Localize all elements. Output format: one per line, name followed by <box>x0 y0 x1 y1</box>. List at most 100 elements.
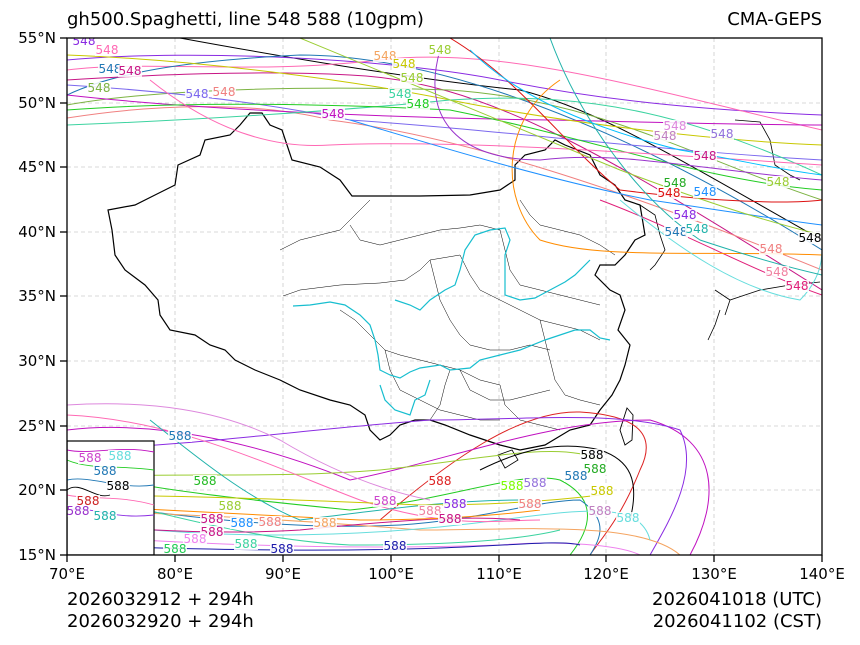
y-tick-label: 50°N <box>18 94 56 112</box>
contour-label-548: 548 <box>686 222 709 236</box>
contour-label-548: 548 <box>186 87 209 101</box>
contour-label-588: 588 <box>444 497 467 511</box>
contour-label-548: 548 <box>99 62 122 76</box>
y-tick-label: 45°N <box>18 158 56 176</box>
axis-ticks <box>60 37 823 562</box>
contour-label-548: 548 <box>664 176 687 190</box>
contour-label-588: 588 <box>589 504 612 518</box>
contour-label-588: 588 <box>314 516 337 530</box>
contour-label-548: 548 <box>429 43 452 57</box>
y-tick-label: 20°N <box>18 481 56 499</box>
contour-label-588: 588 <box>591 484 614 498</box>
contour-label-588: 588 <box>194 474 217 488</box>
contour-label-588: 588 <box>501 479 524 493</box>
valid-time-block: 2026041018 (UTC) 2026041102 (CST) <box>652 589 822 633</box>
x-tick-label: 80°E <box>157 565 193 583</box>
x-tick-label: 100°E <box>368 565 414 583</box>
contour-label-548: 548 <box>213 85 236 99</box>
contour-label-548: 548 <box>786 279 809 293</box>
contour-label-588: 588 <box>94 464 117 478</box>
contour-label-548: 548 <box>664 119 687 133</box>
model-name: CMA-GEPS <box>727 9 822 30</box>
contour-label-588: 588 <box>617 511 640 525</box>
contour-label-588: 588 <box>519 497 542 511</box>
taiwan-island <box>619 407 634 446</box>
sakhalin-coast <box>734 119 801 181</box>
contour-label-548: 548 <box>88 81 111 95</box>
contour-label-588: 588 <box>77 494 100 508</box>
contour-label-588: 588 <box>384 539 407 553</box>
valid-time-utc: 2026041018 (UTC) <box>652 589 822 610</box>
x-tick-label: 140°E <box>799 565 845 583</box>
y-tick-label: 25°N <box>18 417 56 435</box>
contour-label-588: 588 <box>231 516 254 530</box>
contour-label-548: 548 <box>374 49 397 63</box>
y-tick-label: 55°N <box>18 29 56 47</box>
contour-548-lines <box>67 38 822 301</box>
contour-label-588: 588 <box>581 448 604 462</box>
init-time-line-2: 2026032920 + 294h <box>67 611 254 632</box>
contour-label-548: 548 <box>119 64 142 78</box>
rivers <box>292 227 611 416</box>
contour-label-588: 588 <box>107 479 130 493</box>
contour-label-588: 588 <box>235 537 258 551</box>
x-tick-label: 130°E <box>691 565 737 583</box>
contour-label-588: 588 <box>584 462 607 476</box>
contour-label-588: 588 <box>184 532 207 546</box>
contour-label-548: 548 <box>799 231 822 245</box>
contour-label-548: 548 <box>694 149 717 163</box>
contour-label-588: 588 <box>169 429 192 443</box>
contour-label-548: 548 <box>654 129 677 143</box>
contour-label-588: 588 <box>565 469 588 483</box>
contour-588-lines <box>67 403 710 555</box>
contour-label-548: 548 <box>96 43 119 57</box>
y-axis-labels: 15°N 20°N 25°N 30°N 35°N 40°N 45°N 50°N … <box>18 29 56 564</box>
x-tick-label: 70°E <box>49 565 85 583</box>
contour-label-588: 588 <box>201 512 224 526</box>
contour-label-548: 548 <box>766 265 789 279</box>
x-tick-label: 110°E <box>476 565 522 583</box>
contour-label-588: 588 <box>429 474 452 488</box>
y-tick-label: 15°N <box>18 546 56 564</box>
contour-label-588: 588 <box>164 542 187 556</box>
contour-label-548: 548 <box>665 225 688 239</box>
contour-label-548: 548 <box>407 97 430 111</box>
korea-coast <box>639 204 666 271</box>
y-tick-label: 35°N <box>18 287 56 305</box>
init-time-line-1: 2026032912 + 294h <box>67 589 254 610</box>
contour-label-548: 548 <box>322 107 345 121</box>
contour-label-588: 588 <box>94 509 117 523</box>
contour-label-588: 588 <box>79 451 102 465</box>
contour-label-548: 548 <box>674 208 697 222</box>
contour-label-548: 548 <box>401 71 424 85</box>
contour-label-548: 548 <box>389 87 412 101</box>
china-border <box>107 112 646 451</box>
contour-label-588: 588 <box>419 504 442 518</box>
contour-label-588: 588 <box>524 476 547 490</box>
valid-time-cst: 2026041102 (CST) <box>652 611 822 632</box>
contour-label-548: 548 <box>658 186 681 200</box>
x-tick-label: 120°E <box>583 565 629 583</box>
contour-label-548: 548 <box>760 242 783 256</box>
contour-label-548: 548 <box>694 185 717 199</box>
contour-label-548: 548 <box>711 127 734 141</box>
contour-label-548: 548 <box>73 34 96 48</box>
x-axis-labels: 70°E 80°E 90°E 100°E 110°E 120°E 130°E 1… <box>49 565 845 583</box>
hainan-island <box>497 449 519 469</box>
contour-label-588: 588 <box>271 542 294 556</box>
contour-label-588: 588 <box>259 515 282 529</box>
contour-label-548: 548 <box>767 175 790 189</box>
contour-label-588: 588 <box>219 499 242 513</box>
contour-label-548: 548 <box>393 57 416 71</box>
contour-label-588: 588 <box>439 512 462 526</box>
contour-label-588: 588 <box>67 504 90 518</box>
init-time-block: 2026032912 + 294h 2026032920 + 294h <box>67 589 254 633</box>
y-tick-label: 30°N <box>18 352 56 370</box>
contour-label-588: 588 <box>374 494 397 508</box>
x-tick-label: 90°E <box>265 565 301 583</box>
contour-label-588: 588 <box>109 449 132 463</box>
chart-title: gh500.Spaghetti, line 548 588 (10gpm) <box>67 9 424 30</box>
